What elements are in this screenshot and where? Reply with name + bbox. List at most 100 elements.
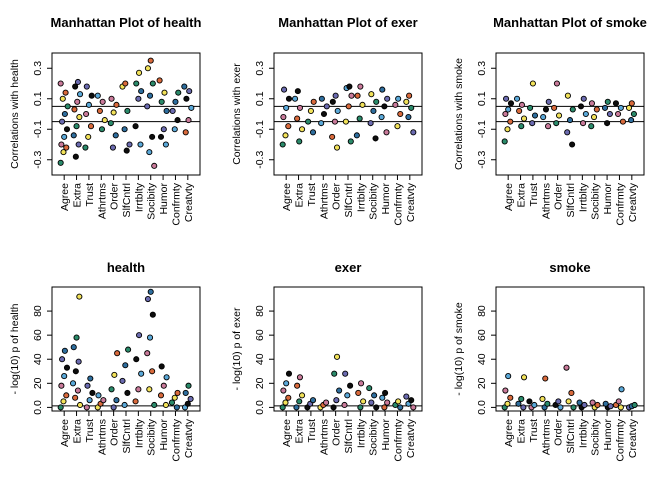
data-point [76,91,84,98]
data-point [63,364,71,371]
y-tick-label: -0.1 [254,120,266,138]
data-point [100,397,107,404]
data-point [149,133,156,140]
data-point [357,404,364,411]
data-point [410,129,417,136]
x-tick-label: Order [331,419,343,446]
data-point [162,141,169,148]
data-point [501,138,508,145]
data-point [518,395,525,403]
x-tick-label: Confrmty [170,418,182,461]
data-point [89,389,96,396]
y-tick-label: 40 [476,353,488,365]
data-point [617,104,624,111]
data-point [144,65,151,72]
x-tick-label: Creatvty [405,418,417,458]
data-point [357,83,364,90]
data-point [63,392,70,399]
data-point [569,106,576,113]
data-point [368,91,375,98]
data-point [174,117,181,124]
y-tick-label: 20 [476,377,488,389]
data-point [630,110,637,118]
data-point [173,404,180,411]
data-point [168,399,176,406]
data-point [124,107,131,114]
x-tick-label: SlfCntrl [565,419,577,453]
data-point [161,89,168,96]
data-point [606,110,613,118]
data-point [323,103,330,110]
panel-6: smoke 0.0 20 40 60 80 - log(10) p of smoke Agre… [453,260,645,462]
x-tick-label: Socibity [368,418,380,456]
data-point [110,404,117,411]
data-point [171,126,178,133]
panel-title: Manhattan Plot of exer [278,15,417,30]
data-point [384,399,391,406]
panel-3: Manhattan Plot of smoke -0.3 -0.1 0.1 0.3 Cor… [453,15,647,226]
panel-2: Manhattan Plot of exer -0.3 -0.1 0.1 0.3 Corr… [231,15,423,226]
data-point [85,101,92,108]
panel-1: Manhattan Plot of health -0.3 -0.1 0.1 0.3 Co… [9,15,202,226]
x-tick-label: Athrtms [540,183,552,219]
data-point [298,126,306,133]
x-tick-label: Humor [158,183,170,215]
data-point [531,401,538,409]
data-point [70,344,77,351]
data-point [73,334,80,341]
data-point [513,95,521,102]
x-tick-label: Humor [158,419,170,451]
data-point [356,115,363,122]
x-tick-label: Extra [294,183,306,208]
data-point [408,397,415,404]
data-point [114,350,121,357]
data-point [95,392,102,399]
x-tick-label: Athrtms [318,419,330,455]
data-point [507,118,514,125]
data-point [370,107,377,114]
data-point [590,114,598,121]
x-tick-label: Socibity [590,418,602,456]
panel-title: smoke [549,260,590,275]
x-tick-label: Creatvty [627,182,639,222]
data-point [74,98,81,105]
data-point [63,144,70,151]
data-point [403,393,410,400]
data-point [379,86,386,93]
data-point [553,120,560,127]
data-point [354,92,361,99]
data-point [58,382,65,389]
data-point [296,138,303,145]
x-tick-label: Agree [503,419,515,447]
x-tick-label: Creatvty [183,418,195,458]
x-tick-label: Humor [380,419,392,451]
x-tick-label: Trust [528,419,540,443]
x-tick-label: Trust [84,419,96,443]
data-point [185,117,192,124]
x-tick-label: Creatvty [183,182,195,222]
data-point [531,112,539,119]
data-point [76,401,84,409]
data-point [383,129,390,136]
data-point [279,404,286,411]
data-point [504,400,511,407]
data-point [553,80,560,87]
y-tick-label: 60 [254,329,266,341]
data-point [88,92,95,99]
data-point [381,103,388,110]
data-point [136,69,143,76]
data-point [515,400,522,407]
data-point [85,133,92,140]
data-point [82,144,89,151]
data-point [625,104,633,111]
data-point [58,141,65,148]
data-point [279,141,286,148]
data-point [580,120,587,127]
data-point [57,404,64,411]
data-point [122,80,129,87]
data-point [156,77,163,84]
data-point [527,104,534,111]
data-point [133,80,140,87]
x-tick-label: SlfCntrl [121,183,133,217]
data-point [283,104,290,111]
